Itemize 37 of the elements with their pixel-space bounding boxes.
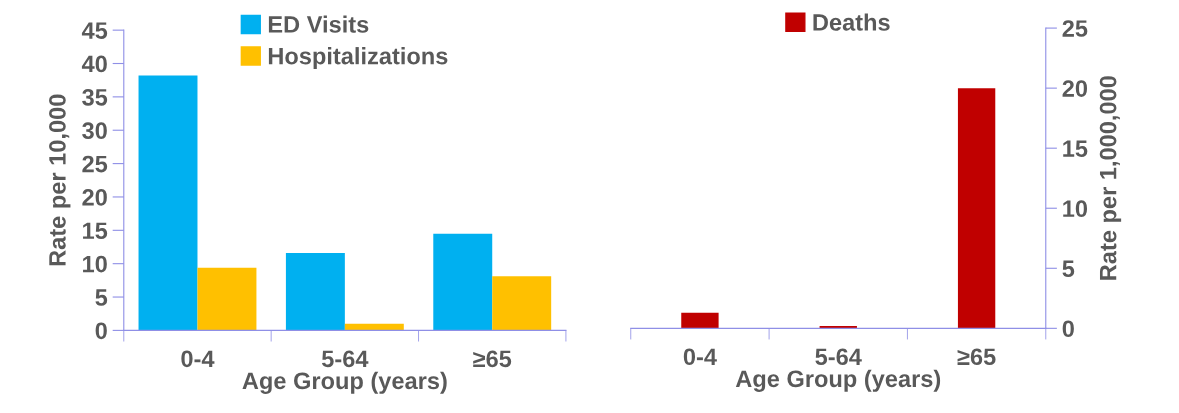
y-tick-label: 20 [82, 189, 107, 206]
bar [197, 267, 257, 331]
x-tick-label: ≥65 [957, 348, 996, 366]
y2-tick-label: 25 [1062, 20, 1088, 37]
bar [433, 233, 493, 331]
y-tick-label: 40 [81, 55, 107, 73]
x-tick-label: ≥65 [473, 350, 512, 368]
y-tick-label: 5 [95, 289, 108, 306]
y-axis-title: Rate per 10,000 [49, 94, 71, 266]
legend-label: ED Visits [268, 15, 369, 33]
y2-tick-label: 15 [1063, 140, 1088, 157]
bar [138, 75, 198, 331]
bar [285, 253, 345, 331]
y2-tick-label: 10 [1063, 200, 1088, 218]
x-tick-label: 5-64 [815, 348, 862, 366]
y2-axis-title: Rate per 1,000,000 [1099, 76, 1122, 280]
y-tick-label: 30 [82, 122, 107, 140]
bar [492, 276, 552, 331]
x-axis-title: Age Group (years) [242, 371, 447, 394]
bar [344, 323, 404, 331]
bar [957, 88, 996, 329]
y-tick-label: 25 [82, 155, 108, 173]
legend-label: Deaths [813, 13, 890, 31]
y2-tick-label: 5 [1062, 260, 1075, 278]
y-tick-label: 35 [82, 88, 108, 106]
y-tick-label: 10 [83, 255, 107, 273]
legend-label: Hospitalizations [268, 47, 448, 70]
y2-tick-label: 20 [1062, 80, 1088, 97]
x-tick-label: 0-4 [181, 350, 215, 368]
y2-tick-label: 0 [1062, 320, 1074, 338]
x-tick-label: 0-4 [683, 348, 717, 366]
y-tick-label: 0 [95, 322, 107, 340]
x-axis-title: Age Group (years) [735, 369, 941, 392]
x-tick-label: 5-64 [321, 350, 369, 368]
bar [681, 312, 719, 329]
y-tick-label: 15 [83, 222, 108, 240]
y-tick-label: 45 [81, 22, 108, 39]
